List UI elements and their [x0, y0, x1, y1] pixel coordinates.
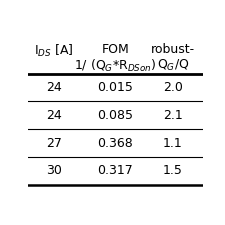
Text: Q$_{G}$/Q: Q$_{G}$/Q [157, 58, 189, 73]
Text: 24: 24 [46, 109, 62, 122]
Text: 2.1: 2.1 [163, 109, 183, 122]
Text: FOM: FOM [101, 43, 129, 56]
Text: 0.317: 0.317 [97, 164, 133, 177]
Text: 27: 27 [46, 137, 62, 150]
Text: 2.0: 2.0 [163, 81, 183, 94]
Text: 30: 30 [46, 164, 62, 177]
Text: robust-: robust- [151, 43, 195, 56]
Text: 0.085: 0.085 [97, 109, 133, 122]
Text: 1.1: 1.1 [163, 137, 183, 150]
Text: 1/ (Q$_{G}$*R$_{DSon}$): 1/ (Q$_{G}$*R$_{DSon}$) [74, 58, 157, 74]
Text: I$_{DS}$ [A]: I$_{DS}$ [A] [34, 43, 74, 59]
Text: 0.015: 0.015 [97, 81, 133, 94]
Text: 24: 24 [46, 81, 62, 94]
Text: 0.368: 0.368 [97, 137, 133, 150]
Text: 1.5: 1.5 [163, 164, 183, 177]
